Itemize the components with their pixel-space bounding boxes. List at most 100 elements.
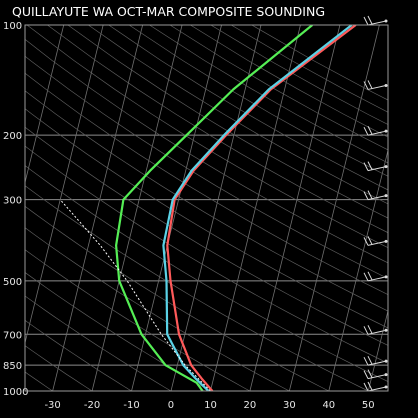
plot-frame — [24, 24, 389, 392]
pressure-tick-label: 700 — [3, 330, 22, 341]
isotherm-line — [249, 25, 341, 391]
wind-barb-flag — [367, 161, 373, 170]
wind-barb — [363, 190, 388, 201]
temperature-tick-label: 30 — [283, 400, 296, 411]
wind-barb — [363, 325, 388, 335]
wind-barb-flag — [367, 271, 373, 281]
sounding-series-line — [114, 25, 313, 391]
wind-barb-flag — [367, 325, 373, 334]
wind-barb-flag — [363, 81, 369, 90]
wind-barb-layer — [363, 15, 388, 392]
dry-adiabat-line — [25, 145, 388, 364]
dry-adiabat-line — [108, 25, 388, 191]
wind-barb — [363, 369, 388, 380]
temperature-tick-label: 50 — [362, 400, 375, 411]
dry-adiabat-line — [25, 319, 132, 391]
wind-barb-flag — [363, 326, 369, 335]
dry-adiabat-line — [25, 90, 388, 312]
dry-adiabat-line — [25, 205, 329, 391]
wind-barb-flag — [367, 369, 373, 378]
temperature-tick-label: -10 — [123, 400, 139, 411]
temperature-tick-label: 40 — [322, 400, 335, 411]
isotherm-line — [367, 309, 388, 391]
wind-barb — [363, 355, 388, 366]
wind-barb — [363, 125, 388, 136]
pressure-tick-label: 500 — [3, 277, 22, 288]
wind-barb-flag — [367, 236, 373, 245]
wind-barb-staff — [367, 130, 387, 136]
pressure-tick-label: 200 — [3, 131, 22, 142]
wind-barb-flag — [367, 355, 373, 365]
isotherm-line — [288, 25, 380, 391]
isotherm-line — [210, 25, 301, 391]
wind-barb-dot — [384, 19, 388, 23]
sounding-series-line — [59, 199, 211, 391]
wind-barb-flag — [367, 125, 373, 135]
isotherm-line — [25, 25, 65, 185]
pressure-tick-label: 300 — [3, 196, 22, 207]
dry-adiabat-line — [25, 165, 388, 382]
sounding-series-line — [166, 25, 357, 391]
wind-barb-dot — [384, 239, 388, 243]
wind-barb-staff — [367, 276, 387, 282]
dry-adiabat-line — [26, 25, 388, 249]
wind-barb-flag — [363, 162, 369, 171]
dry-adiabat-line — [25, 38, 388, 264]
wind-barb-flag — [363, 370, 369, 379]
dry-adiabat-line — [88, 25, 388, 205]
isotherm-line — [91, 25, 183, 391]
wind-barb — [363, 15, 388, 26]
dry-adiabat-line — [25, 295, 172, 391]
pressure-tick-label: 850 — [3, 361, 22, 372]
wind-barb-dot — [384, 165, 388, 169]
temperature-tick-label: 20 — [244, 400, 257, 411]
wind-barb-staff — [367, 166, 387, 172]
series-layer — [59, 25, 357, 391]
pressure-tick-label: 1000 — [3, 387, 28, 398]
wind-barb-dot — [384, 275, 388, 279]
wind-barb — [363, 161, 388, 172]
wind-barb-dot — [384, 194, 388, 198]
wind-barb — [363, 236, 388, 246]
temperature-tick-label: -20 — [84, 400, 100, 411]
wind-barb-flag — [367, 80, 373, 89]
isotherm-line — [328, 148, 388, 391]
dry-adiabat-line — [67, 25, 388, 219]
wind-barb — [363, 80, 388, 90]
dry-adiabat-line — [25, 345, 93, 391]
axis-label-layer: 100 200 300 500 700 850 1000 -30 -20 -10 0 10 20 30 40… — [3, 21, 375, 411]
isotherm-line — [52, 25, 144, 391]
sounding-series-line — [162, 25, 353, 391]
temperature-tick-label: 0 — [168, 400, 174, 411]
temperature-tick-label: -30 — [44, 400, 60, 411]
wind-barb-staff — [367, 84, 387, 90]
dry-adiabat-line — [25, 249, 251, 391]
wind-barb-staff — [367, 195, 387, 201]
pressure-tick-label: 100 — [3, 21, 22, 32]
dry-adiabat-line — [47, 25, 388, 234]
wind-barb-flag — [367, 190, 373, 199]
dry-adiabat-line — [25, 185, 369, 391]
wind-barb-staff — [367, 329, 387, 335]
wind-barb-staff — [367, 374, 387, 380]
wind-barb-staff — [367, 360, 387, 366]
wind-barb-staff — [367, 20, 387, 26]
dry-adiabat-line — [25, 108, 388, 329]
wind-barb-dot — [384, 385, 388, 389]
wind-barb-staff — [367, 240, 387, 246]
wind-barb-dot — [384, 328, 388, 332]
wind-barb-flag — [363, 356, 369, 366]
wind-barb — [363, 381, 388, 392]
wind-barb-dot — [384, 129, 388, 133]
wind-barb-flag — [363, 382, 369, 392]
chart-title: QUILLAYUTE WA OCT-MAR COMPOSITE SOUNDING — [12, 4, 325, 19]
wind-barb-flag — [367, 15, 373, 25]
isotherm-line — [131, 25, 222, 391]
wind-barb-flag — [367, 381, 373, 391]
wind-barb-flag — [363, 126, 369, 136]
wind-barb — [363, 271, 388, 282]
temperature-tick-label: 10 — [204, 400, 217, 411]
wind-barb-staff — [367, 386, 387, 392]
